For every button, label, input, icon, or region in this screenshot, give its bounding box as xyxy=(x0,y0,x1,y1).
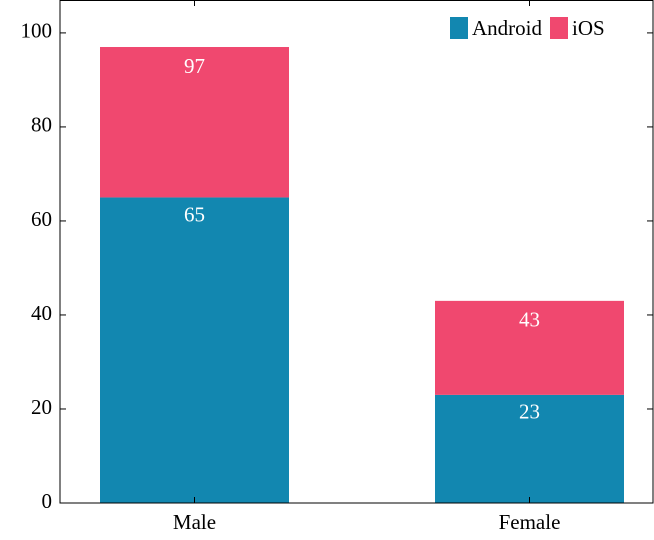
total-label: 97 xyxy=(184,54,205,78)
legend-label: Android xyxy=(472,16,542,40)
data-label: 65 xyxy=(184,202,205,226)
legend-swatch xyxy=(550,17,568,39)
bar-segment xyxy=(100,47,289,198)
axis-frame xyxy=(59,0,654,504)
legend-swatch xyxy=(450,17,468,39)
bar-segment xyxy=(100,197,289,503)
x-tick-label: Male xyxy=(173,510,216,534)
x-tick-label: Female xyxy=(499,510,561,534)
bar-segment xyxy=(435,394,624,503)
y-tick-label: 20 xyxy=(31,395,52,419)
data-label: 23 xyxy=(519,400,540,424)
y-tick-label: 0 xyxy=(42,489,53,513)
bar-segment xyxy=(435,300,624,395)
y-tick-label: 80 xyxy=(31,113,52,137)
legend-label: iOS xyxy=(572,16,605,40)
y-tick-label: 100 xyxy=(21,19,53,43)
total-label: 43 xyxy=(519,308,540,332)
y-tick-label: 40 xyxy=(31,301,52,325)
y-tick-label: 60 xyxy=(31,207,52,231)
